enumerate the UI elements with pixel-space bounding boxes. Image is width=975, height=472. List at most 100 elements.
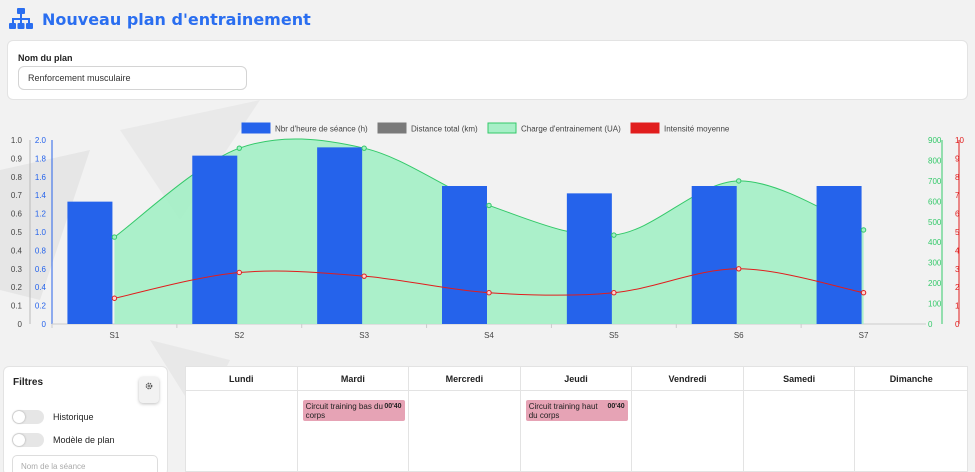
point-intensite — [361, 273, 367, 279]
x-tick-label: S5 — [609, 331, 619, 340]
page-title: Nouveau plan d'entrainement — [42, 9, 311, 29]
point-intensite — [486, 290, 492, 296]
tick-label-right-green: 100 — [928, 300, 942, 309]
tick-label-left-black: 0.8 — [11, 173, 23, 182]
plan-name-input[interactable]: Renforcement musculaire — [18, 66, 247, 90]
day-column-mardi[interactable]: Mardi Circuit training bas du corps 00'4… — [297, 367, 410, 471]
tick-label-left-black: 0.6 — [11, 210, 23, 219]
day-header: Dimanche — [855, 367, 967, 391]
point-charge — [111, 234, 118, 240]
tick-label-right-red: 3 — [955, 265, 960, 274]
tick-label-right-red: 5 — [955, 228, 960, 237]
bar-heures — [566, 193, 612, 324]
point-charge — [611, 232, 617, 238]
event-duration: 00'40 — [607, 403, 625, 410]
day-column-mercredi[interactable]: Mercredi — [409, 367, 521, 471]
x-tick-label: S2 — [234, 331, 244, 340]
tick-label-right-green: 300 — [928, 259, 942, 268]
historique-toggle[interactable] — [12, 410, 44, 424]
tick-label-right-green: 600 — [928, 197, 942, 206]
chart-svg: 0 0.1 0.2 0.3 0.4 0.5 0.6 0.7 0.8 0.9 1.0 0 0.2 0.4 0.… — [11, 122, 964, 340]
tick-label-left-blue: 0.2 — [35, 302, 47, 311]
point-charge — [736, 178, 742, 184]
tick-label-left-blue: 1.6 — [35, 173, 47, 182]
day-column-vendredi[interactable]: Vendredi — [632, 367, 744, 471]
tick-label-right-red: 2 — [955, 283, 960, 292]
event-name: Circuit training bas du corps — [305, 402, 383, 420]
historique-label: Historique — [53, 412, 94, 422]
day-header: Lundi — [186, 367, 297, 391]
tick-label-left-black: 0 — [18, 320, 23, 329]
tick-label-left-blue: 0.6 — [35, 265, 47, 274]
gear-icon — [145, 382, 153, 390]
day-column-dimanche[interactable]: Dimanche — [855, 367, 967, 471]
tick-label-right-green: 400 — [928, 238, 942, 247]
tick-label-right-red: 1 — [955, 302, 960, 311]
tick-label-left-blue: 0.4 — [35, 283, 47, 292]
bar-heures — [816, 186, 862, 324]
tick-label-left-blue: 2.0 — [35, 136, 47, 145]
sitemap-icon — [8, 7, 34, 31]
point-charge — [860, 227, 867, 233]
tick-label-right-red: 9 — [955, 154, 960, 163]
tick-label-right-green: 800 — [928, 156, 942, 165]
toggle-row-historique: Historique — [12, 410, 94, 424]
plan-name-card: Nom du plan Renforcement musculaire — [7, 40, 968, 100]
modele-de-plan-label: Modèle de plan — [53, 435, 115, 445]
legend-label: Charge d'entrainement (UA) — [521, 125, 621, 134]
point-charge — [236, 145, 242, 151]
event-duration: 00'40 — [384, 403, 402, 410]
point-intensite — [236, 269, 242, 276]
toggle-row-modele: Modèle de plan — [12, 433, 115, 447]
event-name: Circuit training haut du corps — [528, 402, 598, 420]
area-fill-charge — [114, 138, 864, 324]
bar-heures — [192, 155, 238, 324]
modele-de-plan-toggle[interactable] — [12, 433, 44, 447]
x-tick-label: S3 — [359, 331, 369, 340]
plan-name-label: Nom du plan — [18, 53, 73, 63]
point-intensite — [111, 295, 118, 301]
tick-label-right-red: 7 — [955, 191, 960, 200]
tick-label-right-red: 10 — [955, 136, 964, 145]
session-name-search-input[interactable]: Nom de la séance — [12, 455, 158, 472]
page-header: Nouveau plan d'entrainement — [8, 6, 311, 32]
legend-swatch — [241, 122, 271, 134]
legend-swatch — [487, 122, 517, 134]
filters-title: Filtres — [13, 377, 44, 388]
tick-label-right-red: 0 — [955, 320, 960, 329]
filters-panel: Filtres Historique Modèle de plan Nom de… — [3, 366, 168, 472]
legend-label: Distance total (km) — [411, 125, 478, 134]
tick-label-left-blue: 1.8 — [35, 154, 47, 163]
tick-label-right-red: 4 — [955, 246, 960, 255]
day-header: Jeudi — [520, 367, 632, 391]
day-header: Mercredi — [409, 367, 520, 391]
filters-settings-button[interactable] — [139, 377, 159, 403]
bar-heures — [691, 186, 737, 324]
bar-heures — [67, 201, 113, 324]
legend-label: Intensité moyenne — [664, 125, 730, 134]
tick-label-left-black: 0.5 — [11, 228, 23, 237]
tick-label-right-green: 200 — [928, 279, 942, 288]
tick-label-left-blue: 1.4 — [35, 191, 47, 200]
tick-label-right-green: 700 — [928, 177, 942, 186]
point-intensite — [736, 266, 742, 272]
legend-label: Nbr d'heure de séance (h) — [275, 125, 368, 134]
calendar-event[interactable]: Circuit training bas du corps 00'40 — [302, 400, 405, 421]
tick-label-left-blue: 1.0 — [35, 228, 47, 237]
x-tick-label: S4 — [484, 331, 494, 340]
calendar-event[interactable]: Circuit training haut du corps 00'40 — [525, 400, 628, 421]
day-column-samedi[interactable]: Samedi — [743, 367, 856, 471]
legend-swatch — [630, 122, 660, 134]
tick-label-left-blue: 1.2 — [35, 210, 47, 219]
tick-label-left-black: 0.4 — [11, 246, 23, 255]
tick-label-left-black: 0.1 — [11, 302, 23, 311]
tick-label-right-green: 0 — [928, 320, 933, 329]
day-column-jeudi[interactable]: Jeudi Circuit training haut du corps 00'… — [520, 367, 633, 471]
bar-heures — [317, 147, 363, 324]
x-tick-label: S7 — [859, 331, 869, 340]
tick-label-right-green: 500 — [928, 218, 942, 227]
day-header: Vendredi — [632, 367, 743, 391]
point-charge — [486, 202, 492, 209]
point-intensite — [860, 290, 867, 296]
tick-label-left-black: 0.7 — [11, 191, 23, 200]
